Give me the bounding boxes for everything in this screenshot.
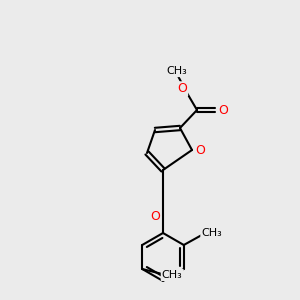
Text: O: O (177, 82, 187, 95)
Text: CH₃: CH₃ (167, 66, 188, 76)
Text: O: O (150, 209, 160, 223)
Text: CH₃: CH₃ (162, 270, 183, 280)
Text: O: O (195, 143, 205, 157)
Text: O: O (218, 103, 228, 116)
Text: CH₃: CH₃ (201, 228, 222, 238)
